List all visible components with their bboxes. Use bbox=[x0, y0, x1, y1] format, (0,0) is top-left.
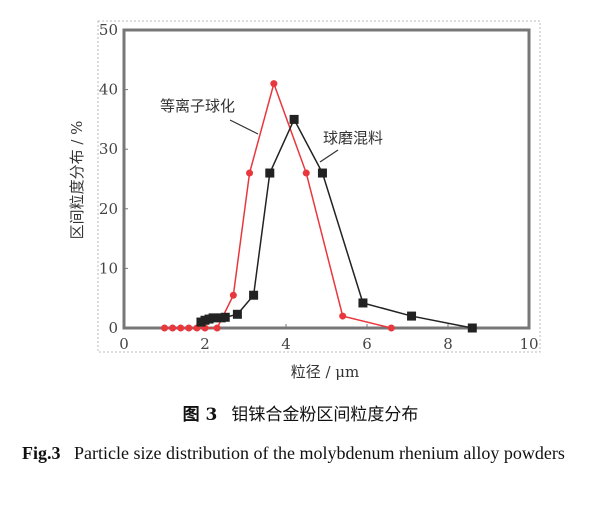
y-tick-label: 0 bbox=[108, 319, 118, 337]
y-tick-label: 20 bbox=[99, 200, 118, 218]
data-point bbox=[339, 312, 347, 320]
data-point bbox=[169, 324, 177, 332]
data-point bbox=[232, 309, 242, 319]
data-point bbox=[270, 80, 278, 88]
chart-frame bbox=[97, 20, 541, 353]
ballmill-leader-line bbox=[319, 149, 339, 163]
plasma-leader-line bbox=[229, 119, 259, 135]
series-line-0 bbox=[164, 81, 392, 329]
y-tick-label: 40 bbox=[99, 81, 118, 99]
caption-en-text: Particle size distribution of the molybd… bbox=[74, 443, 565, 463]
data-point bbox=[317, 168, 327, 178]
x-tick-label: 10 bbox=[519, 335, 538, 353]
data-point bbox=[220, 312, 230, 322]
data-point bbox=[246, 169, 254, 177]
x-tick-label: 4 bbox=[281, 335, 291, 353]
data-point bbox=[177, 324, 185, 332]
data-point bbox=[213, 324, 221, 332]
data-point bbox=[161, 324, 168, 332]
y-tick-label: 10 bbox=[99, 259, 118, 277]
x-tick-label: 0 bbox=[119, 335, 129, 353]
y-tick-label: 30 bbox=[99, 140, 118, 158]
series-label-plasma: 等离子球化 bbox=[160, 97, 235, 115]
data-point bbox=[289, 114, 299, 124]
chart: 0 2 4 6 8 10 0 10 20 30 40 50 等离子球化 球磨混料 粒径 / μm 区间… bbox=[68, 20, 541, 381]
data-point bbox=[208, 313, 218, 323]
x-axis-label: 粒径 / μm bbox=[291, 363, 360, 381]
figure-caption-cn: 图 3 钼铼合金粉区间粒度分布 bbox=[0, 400, 601, 425]
data-point bbox=[407, 311, 417, 321]
data-point bbox=[229, 291, 237, 299]
data-point bbox=[358, 298, 368, 308]
caption-cn-number: 图 3 bbox=[182, 405, 218, 425]
data-point bbox=[467, 323, 477, 333]
caption-en-number: Fig.3 bbox=[22, 443, 61, 463]
caption-cn-text: 钼铼合金粉区间粒度分布 bbox=[231, 405, 419, 425]
y-axis-label: 区间粒度分布 / % bbox=[68, 121, 86, 240]
figure-caption-en: Fig.3 Particle size distribution of the … bbox=[22, 436, 587, 470]
data-point bbox=[387, 324, 395, 332]
x-tick-label: 6 bbox=[362, 335, 372, 353]
series-label-ballmill: 球磨混料 bbox=[323, 129, 383, 147]
y-tick-label: 50 bbox=[99, 21, 118, 39]
x-tick-label: 8 bbox=[443, 335, 453, 353]
data-point bbox=[265, 168, 275, 178]
data-point bbox=[302, 169, 310, 177]
plot-area bbox=[122, 28, 531, 330]
x-tick-label: 2 bbox=[200, 335, 210, 353]
data-point bbox=[249, 290, 259, 300]
data-point bbox=[185, 324, 193, 332]
